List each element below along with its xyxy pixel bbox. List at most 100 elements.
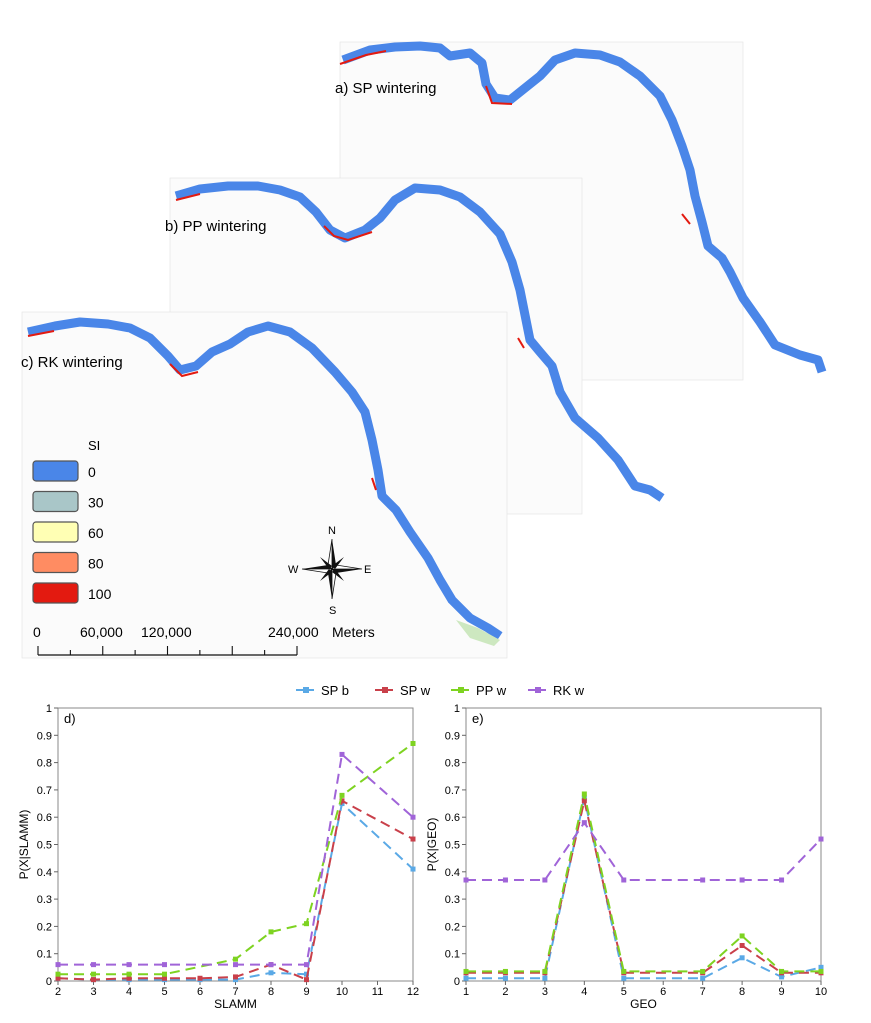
data-point-PP-w — [818, 968, 824, 974]
data-point-SP-b — [304, 971, 309, 977]
data-point-PP-w — [621, 968, 627, 974]
x-tick-label: 3 — [542, 986, 548, 998]
map-c-red-segments — [27, 330, 377, 491]
series-line-RK-w — [58, 753, 414, 966]
map-b-coast — [174, 181, 665, 502]
map-a-red-segments — [339, 50, 691, 225]
y-tick-label: 0.1 — [445, 949, 460, 961]
x-tick-label: 10 — [815, 986, 827, 998]
data-point-RK-w — [162, 962, 167, 968]
y-tick-label: 0.9 — [37, 730, 52, 742]
x-tick-label: 4 — [581, 986, 587, 998]
y-tick-label: 0 — [46, 976, 52, 988]
scale-label-0: 0 — [33, 624, 41, 640]
map-a-coast — [341, 41, 827, 374]
data-point-RK-w — [779, 877, 785, 883]
legend-swatch-100 — [32, 582, 79, 604]
legend-marker-PP-w — [458, 687, 464, 693]
data-point-RK-w — [700, 877, 706, 883]
data-point-RK-w — [410, 814, 416, 820]
y-tick-label: 0.5 — [37, 840, 52, 852]
legend-marker-RK-w — [535, 687, 541, 693]
data-point-SP-b — [779, 974, 785, 980]
series-line-SP-b — [466, 797, 822, 980]
panel-label: e) — [472, 711, 484, 726]
chart-d: 00.10.20.30.40.50.60.70.80.912 3 4 5 6 7 8 9 10 1… — [17, 703, 419, 1011]
legend-label-0: 0 — [88, 464, 96, 480]
y-tick-label: 1 — [46, 703, 52, 715]
data-point-RK-w — [739, 877, 745, 883]
compass-w: W — [288, 564, 299, 576]
scale-label-240000: 240,000 — [268, 624, 319, 640]
legend-title: SI — [88, 438, 100, 453]
y-tick-label: 0 — [454, 976, 460, 988]
series-line-PP-w — [58, 742, 414, 976]
y-tick-label: 0.8 — [445, 758, 460, 770]
y-axis-label: P(X|GEO) — [425, 818, 439, 872]
x-tick-label: 9 — [778, 986, 784, 998]
map-c-label: c) RK wintering — [21, 354, 123, 371]
data-point-SP-b — [410, 866, 416, 872]
x-tick-label: 7 — [700, 986, 706, 998]
data-point-SP-b — [233, 977, 238, 983]
data-point-SP-w — [55, 975, 61, 981]
data-point-SP-b — [739, 955, 745, 961]
y-tick-label: 0.2 — [37, 921, 52, 933]
compass-s: S — [329, 605, 336, 617]
data-point-RK-w — [304, 962, 309, 968]
map-b-red-segments — [175, 193, 525, 349]
data-point-SP-b — [502, 975, 508, 981]
y-tick-label: 0.7 — [445, 785, 460, 797]
data-point-PP-w — [700, 968, 706, 974]
legend-label-PP-w: PP w — [476, 683, 507, 698]
data-point-PP-w — [233, 956, 238, 962]
data-point-PP-w — [268, 929, 274, 935]
data-point-SP-b — [818, 964, 824, 970]
legend-swatch-0 — [32, 460, 79, 482]
si-legend: SI 0 30 60 80 100 — [32, 438, 112, 604]
x-axis-label: SLAMM — [214, 997, 257, 1011]
x-tick-label: 8 — [739, 986, 745, 998]
x-axis-label: GEO — [630, 997, 657, 1011]
y-tick-label: 0.5 — [445, 840, 460, 852]
data-point-RK-w — [621, 877, 627, 883]
x-tick-label: 9 — [303, 986, 309, 998]
map-c-background — [21, 311, 508, 659]
x-tick-label: 11 — [372, 986, 383, 998]
data-point-PP-w — [581, 791, 587, 797]
compass-n: N — [328, 525, 336, 537]
data-point-PP-w — [502, 968, 508, 974]
data-point-SP-w — [410, 836, 416, 842]
data-point-PP-w — [304, 921, 309, 927]
y-tick-label: 0.7 — [37, 785, 52, 797]
y-tick-label: 0.3 — [445, 894, 460, 906]
y-tick-label: 0.4 — [445, 867, 460, 879]
data-point-PP-w — [779, 968, 785, 974]
x-tick-label: 3 — [90, 986, 96, 998]
x-tick-label: 2 — [55, 986, 61, 998]
x-tick-label: 5 — [621, 986, 627, 998]
x-tick-label: 10 — [336, 986, 348, 998]
data-point-PP-w — [162, 971, 167, 977]
data-point-PP-w — [91, 971, 96, 977]
data-point-PP-w — [542, 968, 548, 974]
y-tick-label: 0.8 — [37, 758, 52, 770]
data-point-RK-w — [233, 962, 238, 968]
data-point-PP-w — [55, 971, 61, 977]
y-axis-label: P(X|SLAMM) — [17, 810, 31, 880]
data-point-RK-w — [55, 962, 61, 968]
legend-label-SP-b: SP b — [321, 683, 349, 698]
series-legend: SP b SP w PP w RK w — [296, 683, 585, 698]
charts-figure: SP b SP w PP w RK w 0 0.1 0.2 0.3 0.4 0.5 0.6 0.7 0… — [17, 683, 827, 1011]
y-tick-label: 0.6 — [37, 812, 52, 824]
data-point-SP-w — [91, 977, 96, 983]
legend-label-80: 80 — [88, 556, 104, 572]
maps-figure: a) SP wintering b) PP wintering c) RK wi… — [21, 41, 827, 659]
map-panel-c: c) RK wintering — [21, 311, 508, 659]
data-point-SP-b — [621, 975, 627, 981]
data-point-RK-w — [339, 751, 345, 757]
data-point-RK-w — [126, 962, 132, 968]
y-tick-label: 0.9 — [445, 730, 460, 742]
data-point-RK-w — [268, 962, 274, 968]
x-tick-label: 7 — [232, 986, 238, 998]
